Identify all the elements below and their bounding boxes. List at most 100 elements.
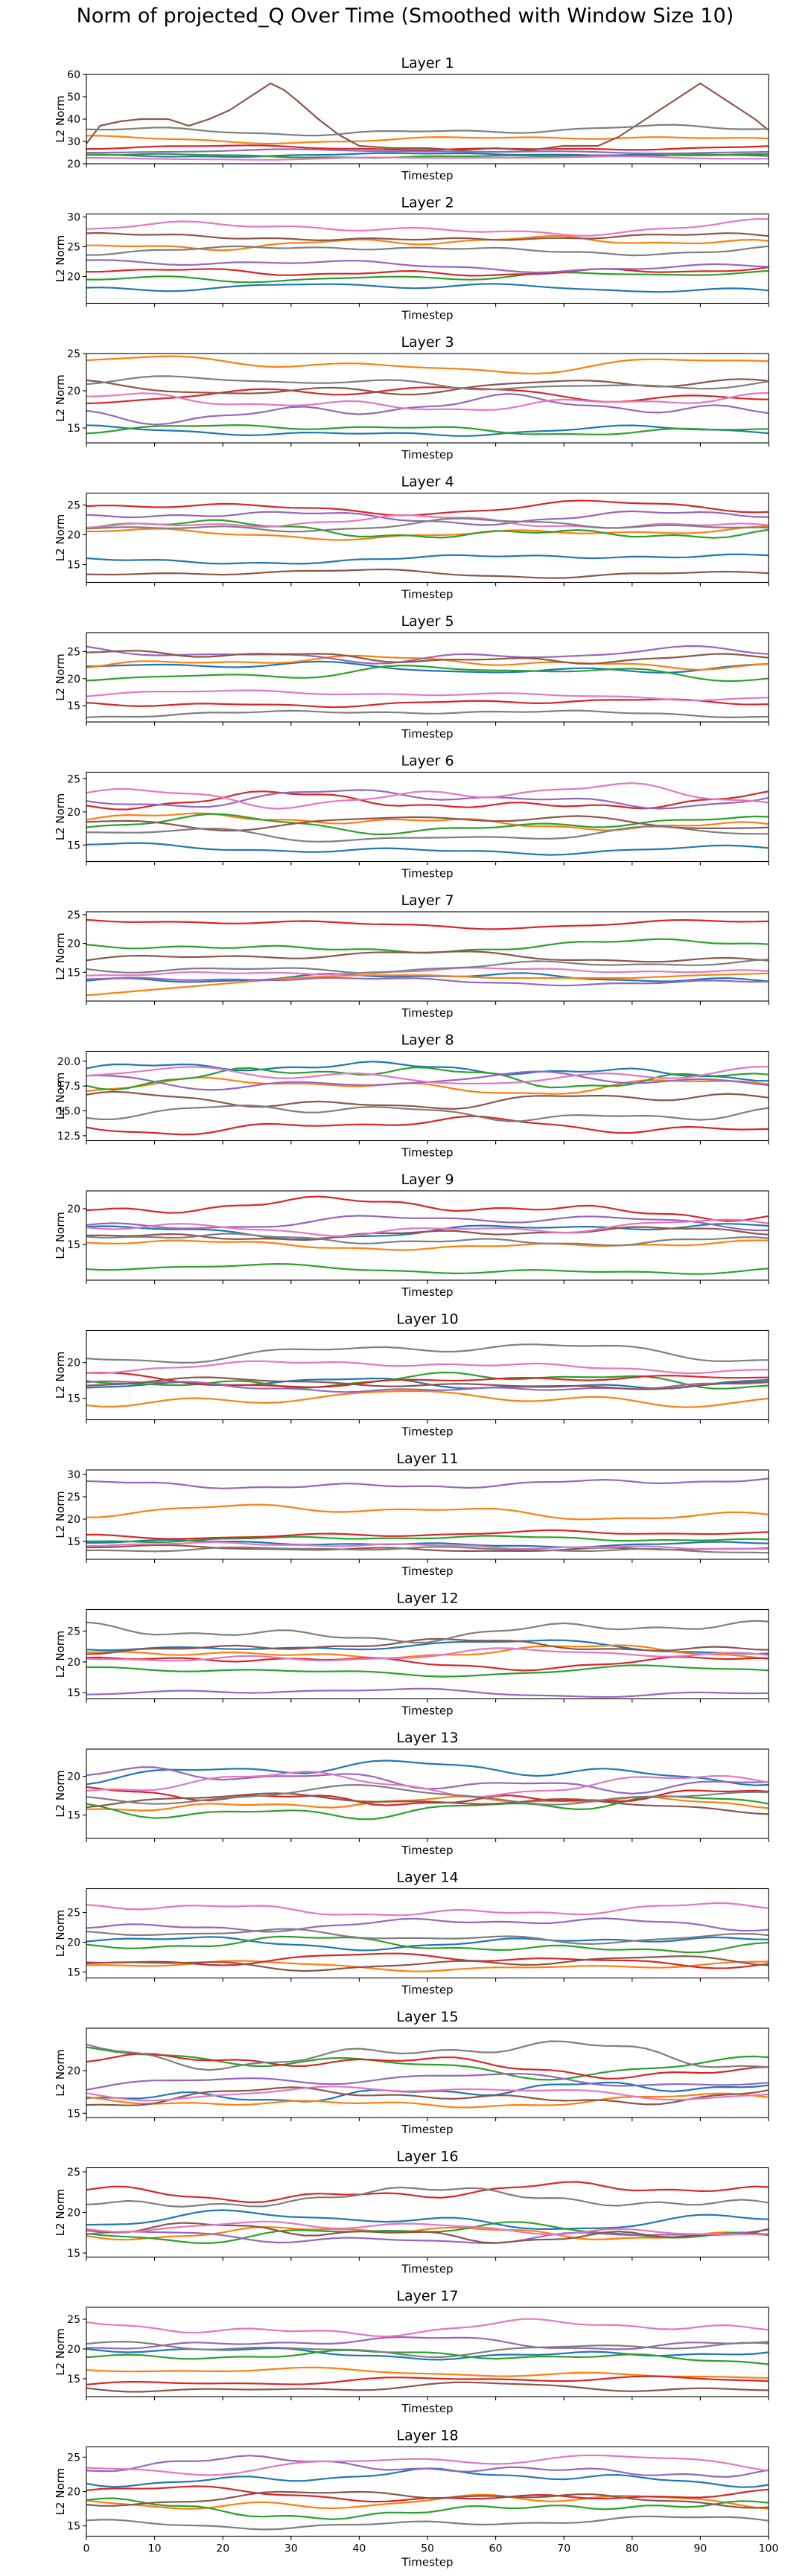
series-line-2 bbox=[86, 1503, 769, 1521]
series-line-5 bbox=[86, 645, 769, 665]
y-tick-label: 25 bbox=[67, 910, 80, 921]
series-line-6 bbox=[86, 2381, 769, 2393]
series-line-8 bbox=[86, 1784, 769, 1806]
series-group bbox=[86, 82, 769, 161]
series-line-3 bbox=[86, 1664, 769, 1678]
series-line-3 bbox=[86, 153, 769, 159]
series-line-1 bbox=[86, 2467, 769, 2488]
y-axis-label: L2 Norm bbox=[54, 2049, 67, 2097]
panel-title: Layer 10 bbox=[396, 1311, 458, 1328]
series-line-5 bbox=[86, 1380, 769, 1393]
series-line-5 bbox=[86, 2228, 769, 2244]
series-line-8 bbox=[86, 245, 769, 257]
series-line-5 bbox=[86, 1070, 769, 1091]
series-line-5 bbox=[86, 1215, 769, 1232]
plot-frame bbox=[86, 632, 769, 723]
y-axis-label: L2 Norm bbox=[54, 2189, 67, 2237]
x-axis-label: Timestep bbox=[401, 1984, 453, 1997]
series-line-8 bbox=[86, 2186, 769, 2208]
y-tick-label: 17.5 bbox=[57, 1081, 80, 1093]
series-line-3 bbox=[86, 665, 769, 683]
y-tick-label: 20 bbox=[67, 939, 80, 950]
series-line-8 bbox=[86, 375, 769, 391]
y-tick-label: 20 bbox=[67, 2065, 80, 2077]
series-line-4 bbox=[86, 1952, 769, 1969]
series-line-2 bbox=[86, 1390, 769, 1408]
panel-layer-11: Layer 11 15 20 25 30 Timestep L2 Norm bbox=[54, 1451, 769, 1578]
x-axis-label: Timestep bbox=[401, 2263, 453, 2276]
panel-layer-15: Layer 15 15 20 Timestep L2 Norm bbox=[54, 2009, 769, 2136]
plot-frame bbox=[86, 2446, 769, 2537]
series-line-7 bbox=[86, 218, 769, 237]
panel-layer-1: Layer 1 20 30 40 50 60 Timestep L2 Norm bbox=[54, 55, 769, 182]
series-line-8 bbox=[86, 2040, 769, 2071]
series-line-1 bbox=[86, 1936, 769, 1952]
y-axis-label: L2 Norm bbox=[54, 2328, 67, 2376]
y-axis-label: L2 Norm bbox=[54, 933, 67, 980]
series-line-2 bbox=[86, 654, 769, 671]
series-line-4 bbox=[86, 1656, 769, 1672]
panel-layer-16: Layer 16 15 20 25 Timestep L2 Norm bbox=[54, 2149, 769, 2276]
series-group bbox=[86, 2318, 769, 2393]
series-line-7 bbox=[86, 782, 769, 810]
series-line-7 bbox=[86, 1541, 769, 1550]
panel-layer-10: Layer 10 15 20 Timestep L2 Norm bbox=[54, 1311, 769, 1439]
series-line-1 bbox=[86, 152, 769, 158]
series-group bbox=[86, 2040, 769, 2109]
panel-title: Layer 6 bbox=[401, 753, 454, 770]
x-axis-label: Timestep bbox=[401, 1006, 453, 1020]
series-line-4 bbox=[86, 1115, 769, 1136]
series-line-8 bbox=[86, 2341, 769, 2358]
x-axis-label: Timestep bbox=[401, 2556, 453, 2569]
x-tick-label: 70 bbox=[557, 2543, 570, 2555]
series-line-7 bbox=[86, 689, 769, 702]
series-line-7 bbox=[86, 2086, 769, 2102]
series-line-5 bbox=[86, 1477, 769, 1489]
x-axis-label: Timestep bbox=[401, 1146, 453, 1160]
series-line-3 bbox=[86, 2497, 769, 2520]
series-line-4 bbox=[86, 918, 769, 930]
series-line-3 bbox=[86, 1263, 769, 1275]
y-tick-label: 25 bbox=[67, 1492, 80, 1503]
series-line-5 bbox=[86, 2455, 769, 2478]
y-tick-label: 25 bbox=[67, 2167, 80, 2179]
panel-title: Layer 1 bbox=[401, 55, 454, 71]
series-line-4 bbox=[86, 2053, 769, 2080]
series-group bbox=[86, 645, 769, 718]
series-line-1 bbox=[86, 283, 769, 293]
series-line-8 bbox=[86, 124, 769, 137]
series-line-4 bbox=[86, 698, 769, 709]
panel-layer-9: Layer 9 15 20 Timestep L2 Norm bbox=[54, 1172, 769, 1299]
panel-title: Layer 18 bbox=[396, 2428, 458, 2444]
series-line-6 bbox=[86, 231, 769, 241]
series-line-6 bbox=[86, 1376, 769, 1390]
panel-layer-4: Layer 4 15 20 25 Timestep L2 Norm bbox=[54, 474, 769, 601]
panel-title: Layer 8 bbox=[401, 1032, 454, 1049]
y-tick-label: 20 bbox=[67, 2208, 80, 2219]
panel-title: Layer 9 bbox=[401, 1172, 454, 1188]
series-line-4 bbox=[86, 266, 769, 277]
y-tick-label: 20 bbox=[67, 2344, 80, 2356]
series-line-4 bbox=[86, 1195, 769, 1222]
series-group bbox=[86, 2454, 769, 2531]
series-line-3 bbox=[86, 1935, 769, 1954]
series-line-6 bbox=[86, 82, 769, 152]
series-line-2 bbox=[86, 1239, 769, 1251]
series-group bbox=[86, 1620, 769, 1698]
panel-title: Layer 17 bbox=[396, 2288, 458, 2304]
panel-title: Layer 4 bbox=[401, 474, 454, 490]
series-group bbox=[86, 2181, 769, 2244]
x-axis-label: Timestep bbox=[401, 448, 453, 461]
y-tick-label: 15 bbox=[67, 1967, 80, 1979]
x-axis-label: Timestep bbox=[401, 1565, 453, 1578]
y-tick-label: 15 bbox=[67, 1536, 80, 1548]
x-tick-label: 100 bbox=[759, 2543, 779, 2555]
x-tick-label: 40 bbox=[352, 2543, 366, 2555]
panel-layer-7: Layer 7 15 20 25 Timestep L2 Norm bbox=[54, 892, 769, 1020]
series-line-7 bbox=[86, 967, 769, 977]
series-group bbox=[86, 1195, 769, 1275]
y-axis-label: L2 Norm bbox=[54, 1073, 67, 1120]
y-tick-label: 15 bbox=[67, 2108, 80, 2120]
y-tick-label: 20 bbox=[67, 159, 80, 170]
